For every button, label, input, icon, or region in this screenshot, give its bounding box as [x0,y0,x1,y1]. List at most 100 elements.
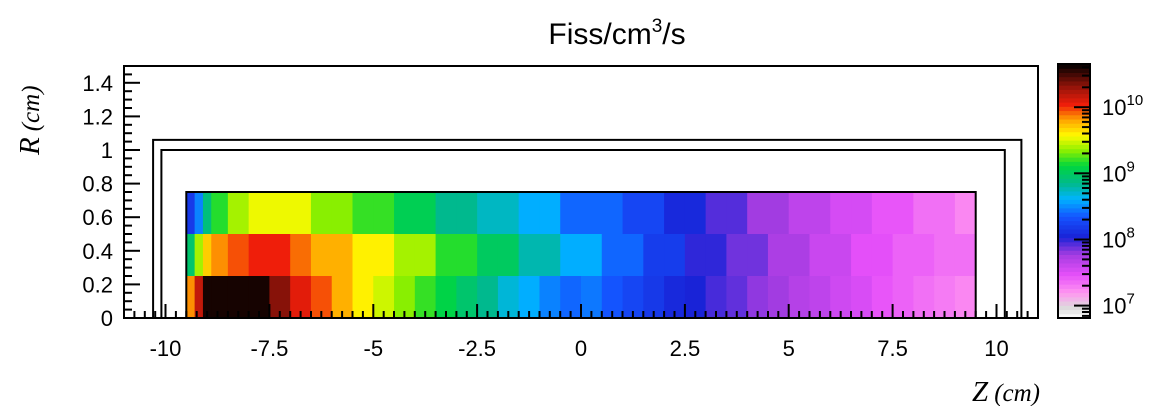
x-tick-label: 7.5 [877,336,908,361]
heatmap-cell [747,192,769,235]
x-tick-label: 2.5 [670,336,701,361]
heatmap-cell [414,192,437,235]
y-tick-label: 0.2 [82,272,113,297]
heatmap-cell [248,276,271,319]
heatmap-cell [851,234,873,277]
heatmap-cell [934,234,956,277]
heatmap-cell [518,192,541,235]
heatmap-cell [373,234,395,277]
heatmap-cell [194,192,204,235]
heatmap-cell [664,192,686,235]
heatmap-cell [477,276,499,319]
heatmap-cell [435,276,457,319]
heatmap-cell [373,276,395,319]
colorbar-segment [1058,64,1090,69]
plot-area: -10 -7.5 -5 -2.5 0 2.5 5 7.5 10 0 0.2 0.4 0.6 0.8 1 1.… [82,65,1039,361]
colorbar-segment [1058,182,1090,188]
heatmap-cell [539,276,561,319]
colorbar-segment [1058,254,1090,260]
heatmap-cell [726,234,748,277]
colorbar-segment [1058,76,1090,82]
heatmap-cell [871,192,894,235]
colorbar-segment [1058,174,1090,179]
colorbar-segment [1058,135,1090,141]
heatmap-cell [560,276,582,319]
heatmap-cell [705,276,728,319]
colorbar-segment [1058,279,1090,285]
colorbar-segment [1058,301,1090,306]
colorbar-segment [1058,195,1090,200]
y-tick-label: 0.6 [82,205,113,230]
heatmap-cell [211,234,229,277]
heatmap-cell [435,192,457,235]
heatmap-cell [892,234,914,277]
heatmap-cell [518,276,541,319]
heatmap-cell [705,192,728,235]
colorbar-segment [1058,148,1090,154]
heatmap-cell [227,234,250,277]
heatmap-cell [581,276,603,319]
colorbar-tick-label: 109 [1102,158,1135,186]
heatmap-cell [830,192,852,235]
heatmap-cell [435,234,457,277]
colorbar-segment [1058,207,1090,213]
heatmap-cell [352,192,374,235]
colorbar-segment [1058,178,1090,184]
colorbar-segment [1058,144,1090,150]
colorbar-segment [1058,267,1090,272]
colorbar-segment [1058,165,1090,171]
colorbar-segment [1058,97,1090,103]
x-tick-label: 0 [575,336,587,361]
heatmap-cell [352,276,374,319]
colorbar-segment [1058,191,1090,196]
heatmap-cell [684,192,707,235]
colorbar: 107 108 109 1010 [1057,63,1143,319]
heatmap-cell [194,234,204,277]
x-tick-label: -10 [150,336,182,361]
heatmap-cell [331,234,354,277]
heatmap-cell [934,192,956,235]
heatmap-cell [622,276,644,319]
colorbar-segment [1058,89,1090,95]
heatmap-cell [269,276,291,319]
colorbar-segment [1058,140,1090,145]
heatmap-cell [331,276,354,319]
heatmap-cell [539,234,561,277]
colorbar-segment [1058,161,1090,167]
colorbar-segment [1058,212,1090,217]
colorbar-segment [1058,68,1090,73]
heatmap-cell [684,276,707,319]
heatmap-cell [622,192,644,235]
heatmap-cell [331,192,354,235]
heatmap-cell [892,192,914,235]
colorbar-segment [1058,233,1090,239]
colorbar-tick-label: 1010 [1102,92,1143,120]
heatmap-cell [310,234,333,277]
heatmap-cells [186,192,977,319]
region-outline [160,149,1006,318]
heatmap-cell [643,276,665,319]
heatmap-cell [477,192,499,235]
heatmap-cell [871,234,894,277]
heatmap-cell [871,276,894,319]
heatmap-cell [809,276,831,319]
colorbar-segment [1058,271,1090,277]
heatmap-cell [830,276,852,319]
heatmap-cell [414,276,437,319]
heatmap-cell [227,192,250,235]
heatmap-cell [747,276,769,319]
colorbar-tick-label: 108 [1102,225,1135,253]
heatmap-cell [497,234,520,277]
colorbar-segment [1058,152,1090,158]
heatmap-cell [394,276,416,319]
heatmap-cell [539,192,561,235]
colorbar-segment [1058,313,1090,319]
heatmap-cell [809,234,831,277]
colorbar-segment [1058,262,1090,268]
heatmap-cell [892,276,914,319]
heatmap-cell [456,234,478,277]
heatmap-cell [186,192,196,235]
heatmap-cell [186,276,196,319]
heatmap-cell [788,192,811,235]
heatmap-cell [373,192,395,235]
